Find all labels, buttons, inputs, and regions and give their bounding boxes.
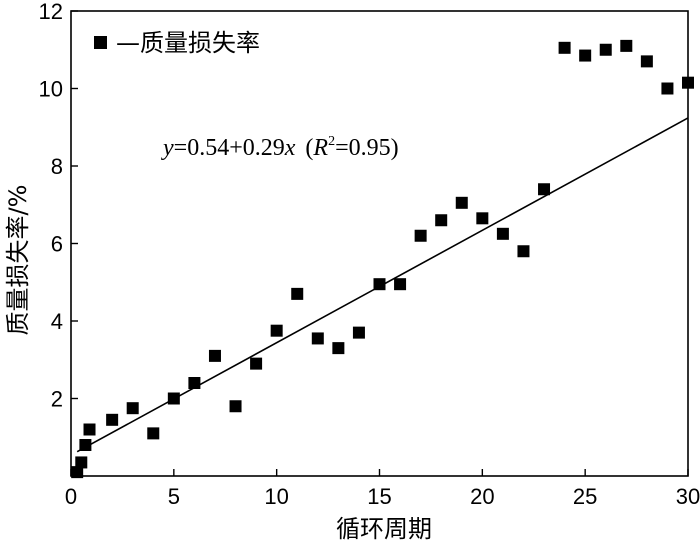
data-point xyxy=(496,227,509,240)
data-point xyxy=(476,212,489,225)
y-tick-label: 4 xyxy=(51,309,63,334)
eq-open-paren: ( xyxy=(305,135,313,161)
data-point xyxy=(373,278,386,291)
data-point xyxy=(640,55,653,68)
data-point xyxy=(599,43,612,56)
legend: —质量损失率 xyxy=(94,29,260,57)
data-point xyxy=(167,392,180,405)
y-tick-label: 10 xyxy=(39,77,63,102)
y-tick-label: 6 xyxy=(51,232,63,257)
x-tick-label: 25 xyxy=(573,484,597,509)
eq-r-rhs: =0.95) xyxy=(335,135,399,161)
legend-marker-square xyxy=(94,36,107,49)
y-tick-label: 2 xyxy=(51,387,63,412)
data-point xyxy=(517,245,530,258)
axis-tick-labels: 0 5 10 15 20 25 30 2 4 6 8 10 12 xyxy=(39,0,700,509)
data-point xyxy=(106,413,119,426)
data-point xyxy=(311,332,324,345)
legend-label: —质量损失率 xyxy=(116,29,260,57)
data-point xyxy=(455,196,468,209)
data-point xyxy=(435,214,448,227)
data-point xyxy=(229,400,242,413)
x-tick-label: 10 xyxy=(264,484,288,509)
data-point xyxy=(414,229,427,242)
axis-ticks xyxy=(70,10,689,476)
data-point xyxy=(682,76,694,89)
x-axis-title: 循环周期 xyxy=(336,515,432,543)
data-point xyxy=(126,402,139,415)
data-point xyxy=(71,466,84,479)
eq-y-var: y xyxy=(161,135,174,161)
data-point xyxy=(270,324,283,337)
x-tick-label: 20 xyxy=(470,484,494,509)
data-point xyxy=(661,82,674,95)
data-point xyxy=(394,278,407,291)
data-point xyxy=(208,349,221,362)
data-point xyxy=(75,456,88,469)
x-tick-label: 15 xyxy=(367,484,391,509)
x-tick-label: 30 xyxy=(676,484,700,509)
data-point xyxy=(538,183,551,196)
x-tick-label: 0 xyxy=(65,484,77,509)
eq-r-var: R xyxy=(312,135,328,161)
data-point xyxy=(558,41,571,54)
data-point xyxy=(250,357,263,370)
regression-equation: y=0.54+0.29x (R2=0.95) xyxy=(161,134,399,161)
data-point xyxy=(620,39,633,52)
data-point xyxy=(291,287,304,300)
x-tick-label: 5 xyxy=(168,484,180,509)
eq-r-exponent: 2 xyxy=(328,134,335,149)
y-tick-label: 12 xyxy=(39,0,63,24)
data-point xyxy=(147,427,160,440)
data-point xyxy=(83,423,96,436)
y-axis-title: 质量损失率/% xyxy=(4,185,32,336)
data-point xyxy=(579,49,592,62)
data-point xyxy=(332,342,345,355)
data-point xyxy=(352,326,365,339)
eq-x-var: x xyxy=(284,135,296,161)
eq-rhs: =0.54+0.29 xyxy=(174,135,285,161)
data-points xyxy=(71,39,694,479)
data-point xyxy=(188,377,201,389)
data-point xyxy=(79,439,92,451)
plot-frame xyxy=(70,10,689,477)
y-tick-label: 8 xyxy=(51,154,63,179)
